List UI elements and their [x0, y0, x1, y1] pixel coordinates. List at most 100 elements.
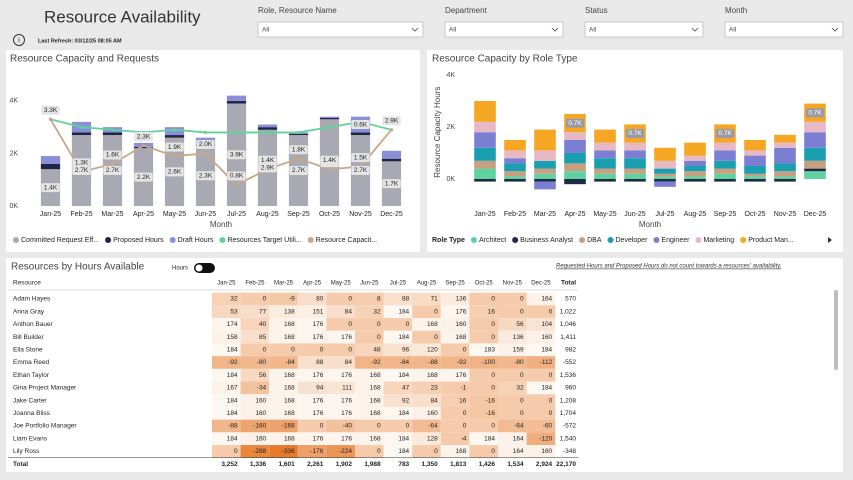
bar-segment [534, 160, 556, 169]
heat-cell [240, 305, 270, 319]
table-cell: 176 [456, 308, 467, 315]
line-marker [203, 151, 208, 156]
bar-segment [594, 129, 616, 143]
row-label: Gina Project Manager [13, 385, 77, 392]
bar-segment [133, 146, 154, 149]
bar-segment [504, 163, 526, 172]
data-label: 2.9K [385, 118, 399, 125]
bar-segment [684, 166, 706, 172]
heat-cell [297, 318, 327, 331]
x-tick-label: Feb-25 [70, 211, 92, 218]
heat-cell [383, 292, 413, 306]
table-cell: 0 [291, 347, 295, 354]
info-icon-glyph: i [18, 37, 20, 44]
table-cell: 53 [230, 308, 238, 315]
heat-cell [212, 406, 241, 420]
heat-cell [326, 330, 355, 344]
filter-dropdown[interactable] [724, 21, 844, 38]
table-cell: 0 [520, 410, 524, 417]
row-label: Total [13, 461, 28, 468]
toggle-knob [195, 264, 203, 272]
bar-segment [684, 155, 706, 161]
bar-segment [684, 142, 706, 156]
bar-segment [624, 142, 646, 151]
table-cell: 0 [434, 308, 438, 315]
data-label-box [134, 132, 153, 142]
heat-cell [212, 330, 241, 344]
bar-segment [594, 150, 616, 159]
table-cell: -160 [253, 423, 266, 430]
filter-dropdown[interactable] [444, 21, 564, 38]
table-cell: 176 [313, 397, 324, 404]
heat-cell [469, 406, 498, 420]
data-label: 1.3K [75, 160, 89, 167]
legend-scroll-arrow[interactable] [828, 237, 832, 243]
table-cell: 16 [488, 308, 496, 315]
legend-swatch [219, 237, 226, 243]
table-cell: 32 [373, 308, 381, 315]
table-cell: 0 [491, 334, 495, 341]
table-cell: -34 [257, 385, 267, 392]
bar-segment [654, 173, 676, 177]
row-label: Bill Builder [13, 334, 45, 341]
bar-segment [774, 179, 796, 182]
bar-segment [564, 163, 586, 172]
table-cell: 32 [230, 296, 238, 303]
table-cell: -100 [482, 359, 495, 366]
table-cell: -60 [543, 423, 553, 430]
table-cell: 176 [341, 397, 352, 404]
heat-cell [498, 419, 527, 433]
bar-segment [714, 173, 736, 179]
row-label: Liam Evans [13, 435, 48, 442]
filter-dropdown[interactable] [257, 21, 424, 38]
total-cell: 1,536 [560, 372, 577, 379]
heat-cell [383, 381, 413, 395]
data-label: 1.4K [323, 157, 337, 164]
heat-cell [240, 419, 270, 433]
heat-cell [412, 419, 441, 433]
last-refresh: Last Refresh: 03/12/25 08:05 AM [38, 38, 122, 44]
heat-cell [412, 305, 441, 319]
x-tick-label: Jun-25 [624, 211, 646, 218]
heat-cell [297, 381, 327, 395]
bar-segment [564, 132, 586, 140]
heat-cell [212, 445, 241, 458]
x-tick-label: Aug-25 [256, 211, 279, 218]
table-cell: 0 [491, 385, 495, 392]
bar-segment [744, 150, 766, 156]
table-cell: 56 [259, 372, 267, 379]
heat-cell [355, 406, 384, 420]
heat-cell [412, 292, 441, 306]
heat-cell [469, 343, 498, 357]
y-tick-label: 2K [446, 124, 455, 131]
total-cell: 1,704 [560, 410, 577, 417]
heat-cell [297, 432, 327, 446]
row-label: Jake Carter [13, 397, 47, 404]
heat-cell [240, 318, 270, 331]
heat-cell [440, 318, 470, 331]
dropdown-chevron [831, 27, 839, 32]
legend-swatch [307, 237, 314, 243]
heat-cell [526, 445, 556, 458]
heat-cell [498, 318, 527, 331]
data-label: 0.7K [568, 120, 582, 127]
data-label-box [289, 145, 308, 155]
bar-segment [744, 176, 766, 179]
table-cell: -84 [400, 359, 410, 366]
heat-cell [212, 356, 241, 369]
x-tick-label: Mar-25 [101, 211, 123, 218]
heat-cell [355, 368, 384, 382]
data-label: 0.6K [354, 121, 368, 128]
line-marker [172, 128, 177, 132]
line-marker [79, 125, 84, 129]
bar-segment [774, 147, 796, 164]
bar-segment [564, 179, 586, 185]
info-icon[interactable] [13, 34, 25, 46]
filter-value: All [729, 27, 737, 34]
total-cell: -552 [563, 359, 576, 366]
filter-dropdown[interactable] [584, 21, 704, 38]
scrollbar[interactable] [834, 290, 838, 370]
table-cell: 0 [491, 372, 495, 379]
table-cell: 168 [370, 385, 381, 392]
